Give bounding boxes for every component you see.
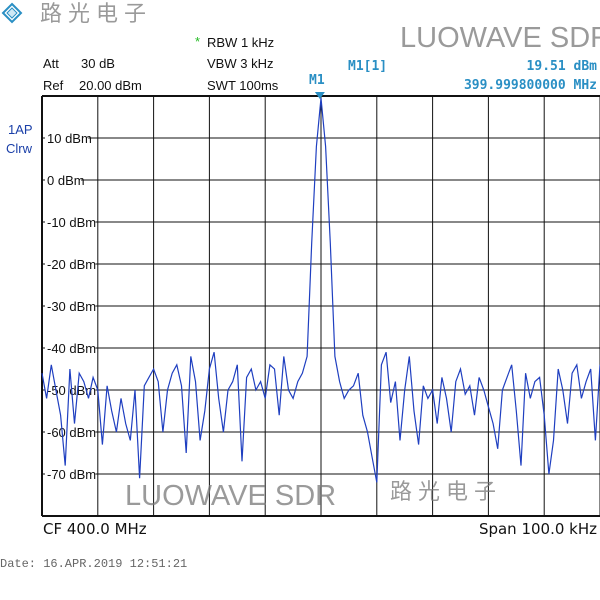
- tick-label-bg: [45, 298, 96, 313]
- marker-frequency: 399.999800000 MHz: [463, 78, 597, 93]
- grid: [41, 95, 600, 517]
- tick-label-bg: [45, 466, 96, 481]
- marker-level: 19.51 dBm: [526, 59, 597, 74]
- marker-triangle[interactable]: [314, 92, 325, 100]
- y-tick-label: -60 dBm: [47, 425, 96, 440]
- tick-label-bg: [45, 172, 81, 187]
- att-value: 30 dB: [81, 56, 115, 71]
- y-tick-label: 10 dBm: [47, 131, 92, 146]
- span: Span 100.0 kHz: [478, 520, 597, 538]
- swt: SWT 100ms: [207, 78, 279, 93]
- tick-label-bg: [45, 382, 96, 397]
- vbw: VBW 3 kHz: [207, 56, 274, 71]
- y-tick-label: 0 dBm: [47, 173, 85, 188]
- marker-name: M1: [309, 73, 325, 88]
- rohde-schwarz-logo: [1, 2, 23, 24]
- y-tick-label: -20 dBm: [47, 257, 96, 272]
- center-frequency: CF 400.0 MHz: [43, 520, 147, 538]
- y-tick-label: -40 dBm: [47, 341, 96, 356]
- att-label: Att: [43, 56, 59, 71]
- ref-label: Ref: [43, 78, 64, 93]
- trace-line: [41, 98, 600, 483]
- y-tick-label: -30 dBm: [47, 299, 96, 314]
- tick-label-bg: [45, 130, 89, 145]
- tick-label-bg: [45, 256, 96, 271]
- tick-label-bg: [45, 424, 96, 439]
- trace-mode: Clrw: [6, 141, 32, 156]
- rbw-star: *: [195, 34, 201, 49]
- y-tick-label: -10 dBm: [47, 215, 96, 230]
- y-tick-label: -70 dBm: [47, 467, 96, 482]
- date-stamp: Date: 16.APR.2019 12:51:21: [0, 557, 188, 571]
- ref-value: 20.00 dBm: [79, 78, 142, 93]
- marker-id: M1[1]: [348, 59, 388, 74]
- tick-label-bg: [45, 340, 96, 355]
- trace-detector: 1AP: [8, 122, 33, 137]
- rbw: RBW 1 kHz: [207, 35, 275, 50]
- tick-label-bg: [45, 214, 96, 229]
